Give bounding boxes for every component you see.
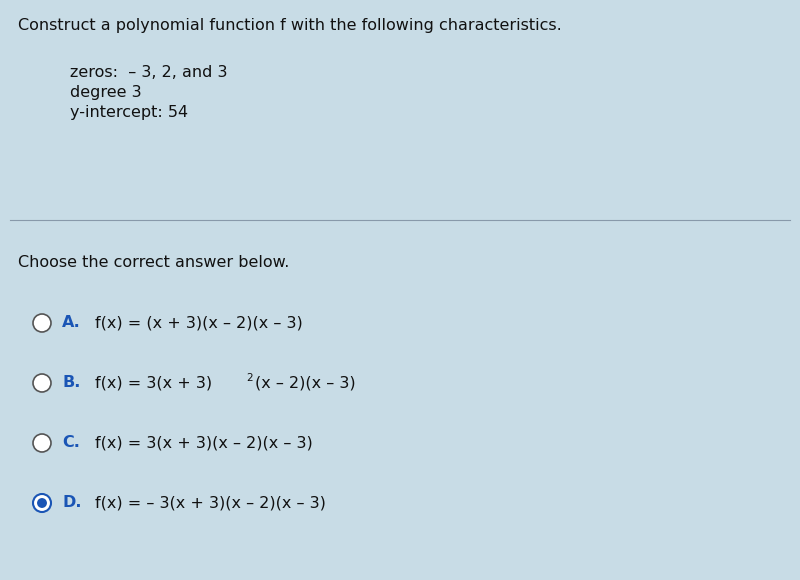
Circle shape [37,498,47,508]
Text: B.: B. [62,375,80,390]
Text: 2: 2 [246,373,253,383]
Text: D.: D. [62,495,82,510]
Text: f(x) = (x + 3)(x – 2)(x – 3): f(x) = (x + 3)(x – 2)(x – 3) [95,316,302,331]
Text: f(x) = 3(x + 3)(x – 2)(x – 3): f(x) = 3(x + 3)(x – 2)(x – 3) [95,436,313,451]
Text: zeros:  – 3, 2, and 3: zeros: – 3, 2, and 3 [70,65,227,80]
Text: Construct a polynomial function f with the following characteristics.: Construct a polynomial function f with t… [18,18,562,33]
Circle shape [33,494,51,512]
Circle shape [33,314,51,332]
Text: (x – 2)(x – 3): (x – 2)(x – 3) [254,376,355,391]
Circle shape [33,434,51,452]
Text: degree 3: degree 3 [70,85,142,100]
Text: Choose the correct answer below.: Choose the correct answer below. [18,255,290,270]
Text: y-intercept: 54: y-intercept: 54 [70,105,188,120]
Text: f(x) = 3(x + 3): f(x) = 3(x + 3) [95,376,212,391]
Text: f(x) = – 3(x + 3)(x – 2)(x – 3): f(x) = – 3(x + 3)(x – 2)(x – 3) [95,496,326,511]
Text: C.: C. [62,435,80,450]
Circle shape [33,374,51,392]
Text: A.: A. [62,315,81,330]
